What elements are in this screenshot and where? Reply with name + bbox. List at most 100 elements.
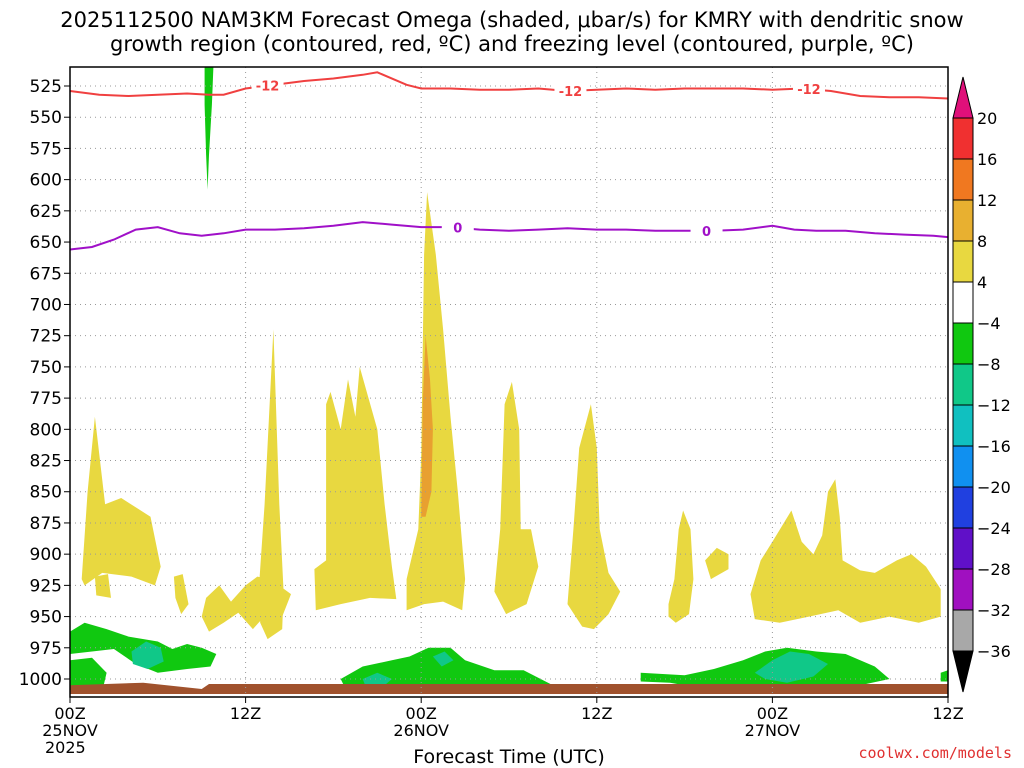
colorbar-bottom-triangle <box>952 650 974 693</box>
axes: 525 550 575 600 625 650 675 700 725 750 775 800 825 8… <box>19 66 964 768</box>
colorbar-box <box>952 117 974 160</box>
omega-area <box>940 670 948 682</box>
colorbar-label: −36 <box>977 642 1011 661</box>
y-tick-label: 775 <box>30 389 62 409</box>
omega-area <box>81 416 161 586</box>
omega-area <box>70 657 107 689</box>
dendritic-contour-line <box>69 71 949 100</box>
colorbar-box <box>952 404 974 447</box>
contours: -12 -12 -12 0 0 <box>69 71 949 251</box>
y-tick-label: 650 <box>30 233 62 253</box>
colorbar-label: −20 <box>977 478 1011 497</box>
omega-area <box>406 192 466 611</box>
freezing-contour-label-bg <box>441 219 474 236</box>
omega-area <box>173 574 189 615</box>
freezing-contour-label-bg <box>690 222 723 239</box>
colorbar-label: −4 <box>977 314 1001 333</box>
plot-frame <box>69 66 949 698</box>
colorbar-box <box>952 158 974 201</box>
x-tick-label: 12Z <box>581 704 612 723</box>
colorbar-top-triangle <box>952 76 974 119</box>
x-tick-label: 00Z <box>54 704 85 723</box>
freezing-contour-label: 0 <box>702 225 711 240</box>
dendritic-contour-label: -12 <box>256 80 280 95</box>
colorbar-box <box>952 527 974 570</box>
y-tick-label: 975 <box>30 639 62 659</box>
omega-area <box>754 651 828 683</box>
x-tick-label: 26NOV <box>393 721 449 740</box>
omega-area <box>340 647 553 694</box>
omega-area <box>258 329 284 640</box>
y-tick-label: 850 <box>30 483 62 503</box>
y-tick-label: 800 <box>30 420 62 440</box>
colorbar-box <box>952 240 974 283</box>
y-tick-label: 625 <box>30 202 62 222</box>
dendritic-contour-label: -12 <box>797 83 821 98</box>
y-tick-label: 825 <box>30 452 62 472</box>
dendritic-contour-label: -12 <box>559 85 583 100</box>
freezing-contour-label: 0 <box>453 222 462 237</box>
colorbar-label: 20 <box>977 109 997 128</box>
colorbar-label: −24 <box>977 519 1011 538</box>
colorbar-label: −16 <box>977 437 1011 456</box>
colorbar-label: 12 <box>977 191 997 210</box>
colorbar: 20 16 12 8 4 −4 −8 −12 −16 −20 −24 −28 −32 −36 <box>952 76 1011 693</box>
omega-area <box>131 641 164 669</box>
omega-area <box>750 479 941 623</box>
omega-area <box>494 381 539 615</box>
y-tick-label: 900 <box>30 545 62 565</box>
y-tick-label: 700 <box>30 295 62 315</box>
x-tick-label: 25NOV <box>42 721 98 740</box>
omega-area <box>421 335 433 517</box>
x-axis-label: Forecast Time (UTC) <box>413 746 604 768</box>
omega-area <box>668 510 694 623</box>
colorbar-box <box>952 199 974 242</box>
y-tick-label: 525 <box>30 77 62 97</box>
freezing-contour-line <box>69 221 949 251</box>
y-tick-label: 725 <box>30 327 62 347</box>
dendritic-contour-label-bg <box>554 82 587 99</box>
x-tick-label: 12Z <box>932 704 963 723</box>
credit-text: coolwx.com/models <box>858 744 1012 762</box>
omega-area <box>567 404 621 630</box>
y-tick-label: 550 <box>30 108 62 128</box>
colorbar-box <box>952 609 974 652</box>
x-tick-label: 27NOV <box>745 721 801 740</box>
colorbar-label: −8 <box>977 355 1001 374</box>
y-tick-label: 750 <box>30 358 62 378</box>
dendritic-contour-label-bg <box>792 81 825 98</box>
colorbar-label: 4 <box>977 273 987 292</box>
omega-area <box>314 366 397 611</box>
dendritic-contour-label-bg <box>251 77 284 94</box>
colorbar-label: −28 <box>977 560 1011 579</box>
y-tick-label: 875 <box>30 514 62 534</box>
omega-area <box>432 651 454 667</box>
y-tick-label: 925 <box>30 576 62 596</box>
colorbar-box <box>952 322 974 365</box>
x-tick-label: 12Z <box>230 704 261 723</box>
omega-area <box>705 547 729 580</box>
y-tick-label: 675 <box>30 264 62 284</box>
colorbar-label: −32 <box>977 601 1011 620</box>
colorbar-box <box>952 486 974 529</box>
omega-area <box>70 682 948 694</box>
y-tick-label: 1000 <box>19 670 62 690</box>
y-tick-label: 600 <box>30 171 62 191</box>
colorbar-label: 8 <box>977 232 987 251</box>
omega-shading <box>70 67 948 694</box>
colorbar-box <box>952 281 974 324</box>
colorbar-box <box>952 363 974 406</box>
x-tick-label: 00Z <box>757 704 788 723</box>
colorbar-label: −12 <box>977 396 1011 415</box>
grid-lines <box>70 67 948 697</box>
colorbar-box <box>952 568 974 611</box>
x-tick-label: 2025 <box>45 738 86 757</box>
chart-title-line2: growth region (contoured, red, ºC) and f… <box>110 32 914 56</box>
colorbar-label: 16 <box>977 150 997 169</box>
colorbar-box <box>952 445 974 488</box>
chart-title-line1: 2025112500 NAM3KM Forecast Omega (shaded… <box>60 8 964 32</box>
x-tick-label: 00Z <box>406 704 437 723</box>
omega-area <box>94 574 111 598</box>
y-tick-label: 950 <box>30 608 62 628</box>
